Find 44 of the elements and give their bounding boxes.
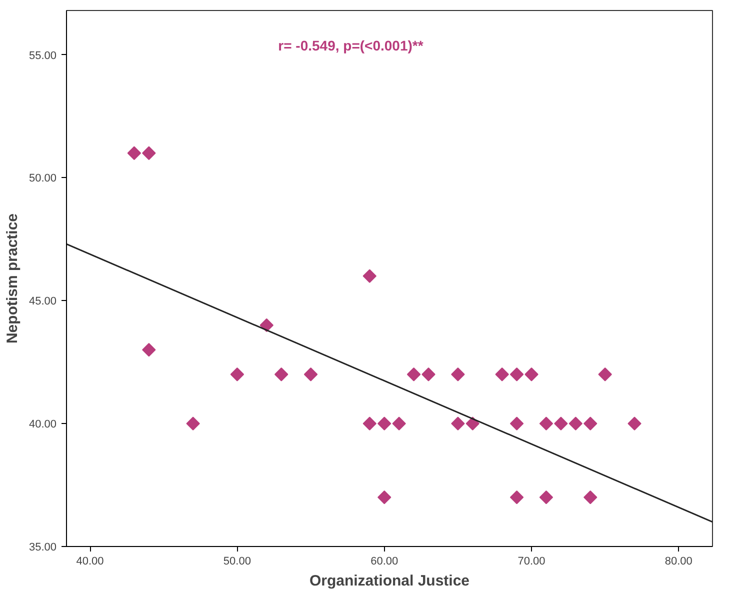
point	[274, 368, 288, 382]
point	[377, 416, 392, 430]
point	[466, 416, 480, 430]
point	[510, 368, 524, 382]
y-tick-label: 50.00	[28, 172, 57, 185]
point	[539, 416, 554, 430]
point	[142, 146, 156, 160]
point	[451, 416, 465, 430]
y-tick-label: 55.00	[28, 50, 57, 62]
point	[598, 368, 612, 382]
y-tick-label: 40.00	[28, 418, 57, 431]
point	[584, 416, 598, 430]
y-tick-label: 35.00	[28, 542, 57, 554]
point	[422, 368, 436, 382]
point	[510, 416, 524, 430]
point	[377, 490, 392, 504]
point	[362, 416, 376, 430]
point	[539, 490, 554, 504]
point	[524, 368, 538, 382]
x-tick-label: 60.00	[370, 556, 398, 568]
point	[230, 368, 244, 382]
x-axis-title: Organizational Justice	[309, 572, 470, 590]
x-tick-label: 40.00	[76, 556, 104, 568]
y-tick-label: 45.00	[28, 296, 57, 308]
x-tick-label: 80.00	[664, 556, 692, 568]
x-tick-label: 50.00	[223, 556, 251, 568]
point	[304, 368, 318, 382]
point	[362, 269, 376, 283]
point	[451, 368, 465, 382]
x-tick-label: 70.00	[518, 556, 546, 568]
point	[554, 416, 568, 430]
point	[495, 368, 509, 382]
point	[392, 416, 406, 430]
y-axis-title: Nepotism practice	[4, 213, 21, 344]
point	[568, 416, 583, 430]
point	[584, 490, 598, 504]
point	[406, 368, 421, 382]
point	[142, 342, 156, 357]
point	[260, 318, 274, 332]
point	[510, 490, 524, 504]
point	[628, 416, 642, 430]
annotation: r= -0.549, p=(<0.001)**	[278, 37, 424, 54]
point	[127, 146, 142, 160]
point	[186, 416, 200, 430]
